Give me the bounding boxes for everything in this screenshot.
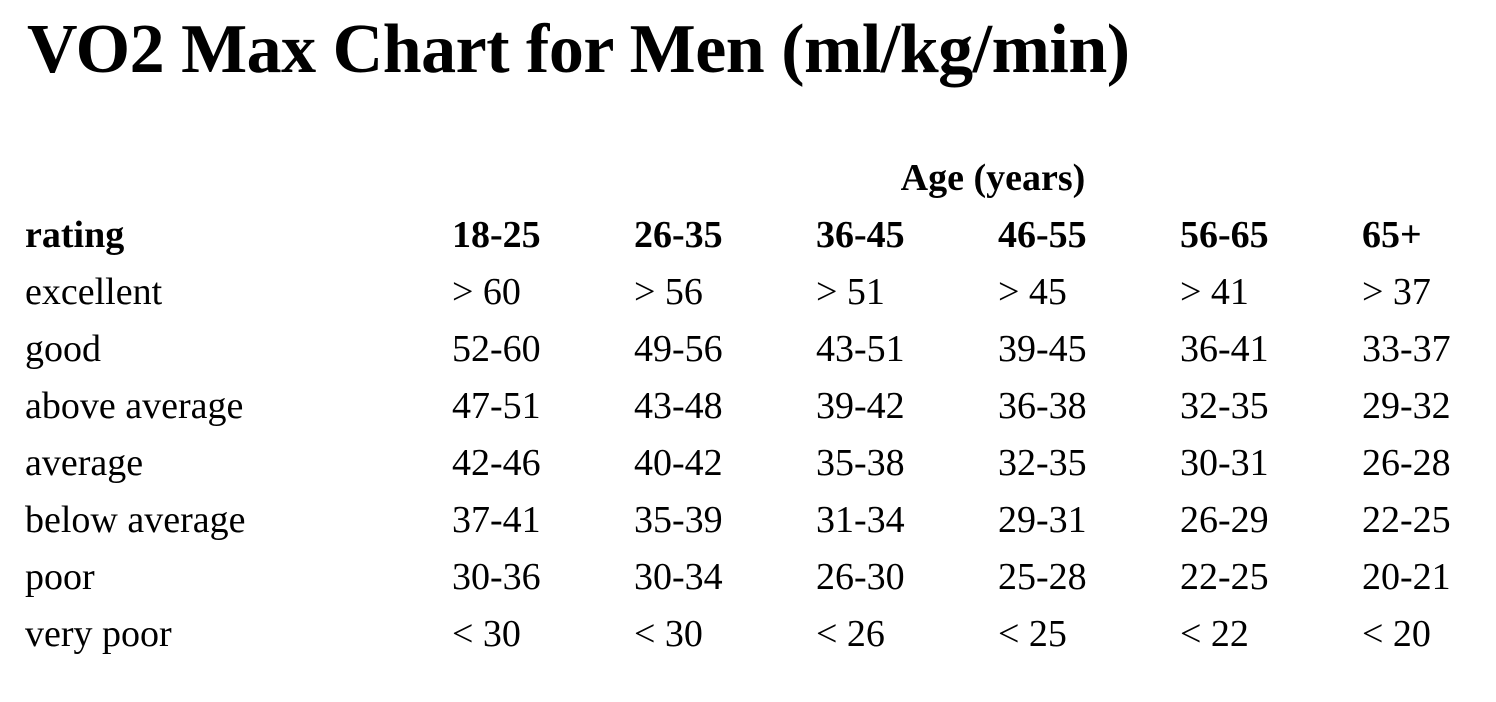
table-row-below-average: below average 37-41 35-39 31-34 29-31 26…: [25, 492, 1474, 549]
value-cell: 49-56: [634, 328, 723, 370]
value-cell: > 56: [634, 271, 703, 313]
column-header-row: rating 18-25 26-35 36-45 46-55 56-65 65+: [25, 207, 1474, 264]
value-cell: 30-34: [634, 556, 723, 598]
column-header-age-26-35: 26-35: [634, 214, 723, 256]
rating-cell: excellent: [25, 271, 163, 313]
value-cell: 43-48: [634, 385, 723, 427]
table-row-very-poor: very poor < 30 < 30 < 26 < 25 < 22 < 20: [25, 606, 1474, 663]
value-cell: 22-25: [1180, 556, 1269, 598]
value-cell: > 37: [1362, 271, 1431, 313]
age-group-header-row: Age (years): [25, 150, 1474, 207]
value-cell: 37-41: [452, 499, 541, 541]
empty-corner-cell: [25, 150, 452, 207]
rating-cell: below average: [25, 499, 246, 541]
value-cell: < 20: [1362, 613, 1431, 655]
column-header-age-56-65: 56-65: [1180, 214, 1269, 256]
value-cell: 32-35: [998, 442, 1087, 484]
value-cell: 42-46: [452, 442, 541, 484]
value-cell: 47-51: [452, 385, 541, 427]
age-axis-label: Age (years): [900, 157, 1086, 199]
value-cell: 36-38: [998, 385, 1087, 427]
value-cell: 30-31: [1180, 442, 1269, 484]
table-row-poor: poor 30-36 30-34 26-30 25-28 22-25 20-21: [25, 549, 1474, 606]
value-cell: 32-35: [1180, 385, 1269, 427]
value-cell: 26-28: [1362, 442, 1451, 484]
rating-cell: average: [25, 442, 144, 484]
column-header-age-36-45: 36-45: [816, 214, 905, 256]
page-title: VO2 Max Chart for Men (ml/kg/min): [27, 11, 1130, 88]
vo2-max-table: Age (years) rating 18-25 26-35 36-45 46-…: [25, 150, 1474, 663]
value-cell: 30-36: [452, 556, 541, 598]
value-cell: 39-45: [998, 328, 1087, 370]
value-cell: 22-25: [1362, 499, 1451, 541]
value-cell: 52-60: [452, 328, 541, 370]
value-cell: 36-41: [1180, 328, 1269, 370]
value-cell: > 41: [1180, 271, 1249, 313]
value-cell: 43-51: [816, 328, 905, 370]
value-cell: > 60: [452, 271, 521, 313]
table-row-good: good 52-60 49-56 43-51 39-45 36-41 33-37: [25, 321, 1474, 378]
rating-cell: above average: [25, 385, 244, 427]
value-cell: < 26: [816, 613, 885, 655]
value-cell: 39-42: [816, 385, 905, 427]
value-cell: 31-34: [816, 499, 905, 541]
value-cell: 26-29: [1180, 499, 1269, 541]
value-cell: 26-30: [816, 556, 905, 598]
column-header-age-46-55: 46-55: [998, 214, 1087, 256]
value-cell: < 22: [1180, 613, 1249, 655]
value-cell: 35-38: [816, 442, 905, 484]
value-cell: 20-21: [1362, 556, 1451, 598]
table-row-average: average 42-46 40-42 35-38 32-35 30-31 26…: [25, 435, 1474, 492]
table-row-excellent: excellent > 60 > 56 > 51 > 45 > 41 > 37: [25, 264, 1474, 321]
value-cell: 40-42: [634, 442, 723, 484]
rating-cell: very poor: [25, 613, 172, 655]
value-cell: < 30: [452, 613, 521, 655]
column-header-age-18-25: 18-25: [452, 214, 541, 256]
value-cell: 29-31: [998, 499, 1087, 541]
table-row-above-average: above average 47-51 43-48 39-42 36-38 32…: [25, 378, 1474, 435]
value-cell: > 45: [998, 271, 1067, 313]
value-cell: 35-39: [634, 499, 723, 541]
value-cell: > 51: [816, 271, 885, 313]
value-cell: 25-28: [998, 556, 1087, 598]
value-cell: < 30: [634, 613, 703, 655]
value-cell: < 25: [998, 613, 1067, 655]
column-header-age-65-plus: 65+: [1362, 214, 1422, 256]
value-cell: 29-32: [1362, 385, 1451, 427]
column-header-rating: rating: [25, 214, 125, 256]
rating-cell: good: [25, 328, 101, 370]
value-cell: 33-37: [1362, 328, 1451, 370]
rating-cell: poor: [25, 556, 95, 598]
